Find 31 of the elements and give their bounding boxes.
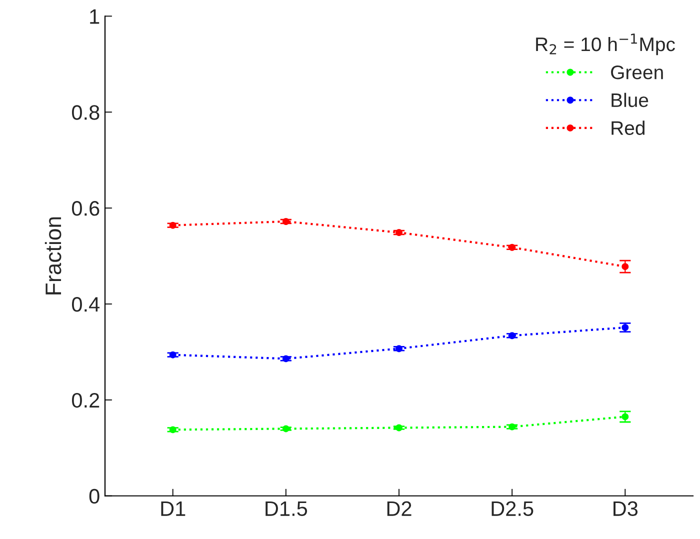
- legend-label: Red: [612, 120, 644, 135]
- x-tick-label: D1.5: [266, 502, 308, 516]
- point: [169, 222, 176, 229]
- point: [169, 426, 176, 434]
- x-tick-label: D2: [387, 501, 412, 516]
- point: [169, 351, 176, 358]
- x-tick-label: D2.5: [492, 501, 534, 516]
- point: [282, 355, 290, 362]
- point: [282, 425, 290, 432]
- y-tick-label: 0.8: [72, 105, 100, 120]
- point: [622, 413, 629, 420]
- y-axis-title: Fraction: [44, 217, 62, 294]
- y-tick-label: 0.6: [72, 201, 100, 216]
- point: [622, 324, 629, 331]
- point: [622, 263, 629, 270]
- x-tick-label: D3: [614, 501, 638, 516]
- point: [508, 423, 516, 430]
- point: [396, 229, 402, 236]
- legend-title: R$_{2}$ = 10 h$^{−1}$Mpc: [536, 34, 675, 56]
- legend-label: Blue: [612, 92, 648, 108]
- y-tick-label: 0.2: [72, 392, 100, 408]
- y-tick-label: 1: [90, 9, 100, 24]
- point: [282, 218, 290, 225]
- point: [396, 424, 402, 432]
- legend-label: Green: [611, 65, 663, 80]
- x-tick-label: D1: [161, 502, 186, 516]
- point: [508, 332, 516, 340]
- point: [508, 244, 516, 251]
- y-tick-label: 0.4: [72, 296, 100, 312]
- point: [396, 345, 402, 352]
- y-tick-label: 0: [89, 488, 100, 504]
